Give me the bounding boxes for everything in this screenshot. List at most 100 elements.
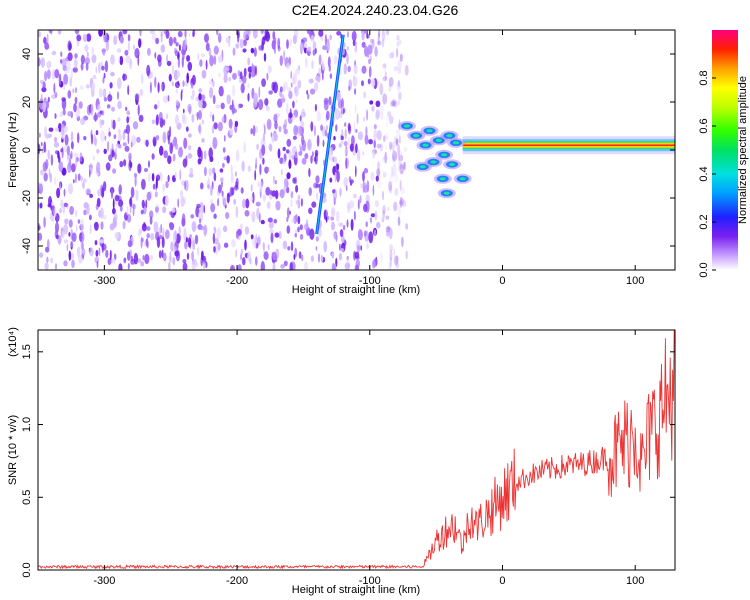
noise-speckle [65,60,71,71]
noise-speckle [375,175,379,182]
noise-speckle [266,201,271,209]
noise-speckle [178,226,181,235]
noise-speckle [47,149,51,160]
noise-speckle [216,30,219,36]
noise-speckle [323,240,328,253]
noise-speckle [292,135,297,140]
noise-speckle [311,201,317,208]
noise-speckle [197,246,200,256]
noise-speckle [137,258,142,263]
noise-speckle [62,109,66,116]
noise-speckle [201,119,205,125]
y-tick-label: -40 [21,238,33,254]
noise-speckle [171,207,176,213]
noise-speckle [124,145,130,152]
noise-speckle [140,209,144,215]
noise-speckle [359,195,362,204]
noise-speckle [370,213,376,218]
noise-speckle [97,188,102,197]
noise-speckle [109,82,113,89]
noise-speckle [355,143,358,154]
noise-speckle [145,199,148,209]
noise-speckle [338,143,342,148]
noise-speckle [252,124,256,137]
noise-speckle [322,70,324,81]
noise-speckle [313,182,319,189]
noise-speckle [145,139,149,147]
noise-speckle [362,151,365,156]
noise-speckle [361,80,364,87]
noise-speckle [247,92,250,102]
noise-speckle [388,83,392,92]
noise-speckle [234,171,237,177]
noise-speckle [50,154,54,166]
noise-speckle [250,47,255,54]
noise-speckle [253,92,258,105]
noise-speckle [390,257,392,268]
noise-speckle [339,229,344,238]
noise-speckle [169,250,172,263]
noise-speckle [289,210,291,215]
noise-speckle [349,200,355,209]
noise-speckle [144,253,150,265]
noise-speckle [340,140,345,145]
noise-speckle [161,83,164,91]
noise-speckle [219,177,224,183]
noise-speckle [114,151,117,160]
noise-speckle [225,212,230,219]
noise-speckle [401,198,405,206]
noise-speckle [334,171,337,183]
noise-speckle [201,69,207,79]
signal-blob-core [422,143,429,147]
noise-speckle [374,210,378,221]
noise-speckle [186,72,189,84]
noise-speckle [107,140,110,152]
noise-speckle [222,225,228,233]
noise-speckle [149,255,154,261]
noise-speckle [87,52,89,58]
noise-speckle [292,100,295,109]
noise-speckle [295,99,298,104]
noise-speckle [164,229,170,240]
noise-speckle [397,68,402,75]
noise-speckle [72,67,78,73]
noise-speckle [237,31,240,43]
noise-speckle [101,65,105,71]
noise-speckle [127,262,130,270]
noise-speckle [312,151,314,158]
noise-speckle [393,248,396,256]
noise-speckle [123,159,127,167]
noise-speckle [141,199,145,209]
noise-speckle [203,224,207,237]
snr-y-axis-label: SNR (10 * v/v) [7,415,19,485]
noise-speckle [376,221,381,229]
noise-speckle [389,52,394,59]
noise-speckle [165,181,169,189]
noise-speckle [250,128,253,135]
noise-speckle [393,201,398,212]
noise-speckle [242,198,246,209]
noise-speckle [381,216,385,223]
noise-speckle [162,184,165,192]
noise-speckle [185,237,188,243]
noise-speckle [197,53,200,61]
noise-speckle [383,135,386,143]
noise-speckle [357,199,360,210]
noise-speckle [80,176,84,182]
noise-speckle [185,126,189,132]
noise-speckle [75,158,78,168]
noise-speckle [134,93,140,101]
noise-speckle [362,171,365,182]
noise-speckle [353,193,357,199]
noise-speckle [61,123,65,136]
noise-speckle [57,150,60,159]
noise-speckle [89,247,94,257]
noise-speckle [391,50,395,58]
noise-speckle [327,56,331,68]
noise-speckle [74,53,78,59]
noise-speckle [345,185,348,192]
noise-speckle [172,64,174,75]
noise-speckle [338,252,343,261]
noise-speckle [85,189,88,196]
